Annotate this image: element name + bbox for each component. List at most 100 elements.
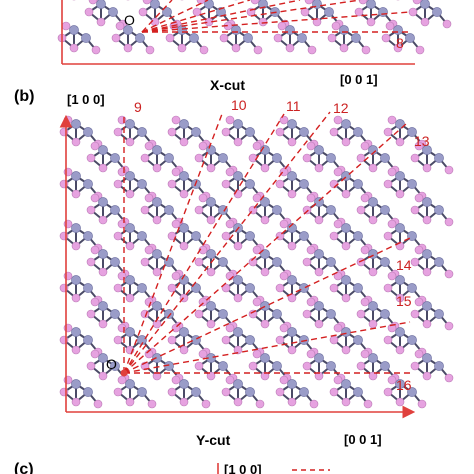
atom-small <box>125 137 135 147</box>
atom-small <box>113 231 123 241</box>
atom-small <box>71 397 81 407</box>
atom-large <box>233 119 243 129</box>
atom-small <box>273 33 283 43</box>
atom-small <box>383 387 393 397</box>
atom-small <box>61 21 71 31</box>
atom-small <box>333 219 343 229</box>
atom-small <box>252 297 262 307</box>
atom-small <box>117 219 127 229</box>
atom-large <box>287 223 297 233</box>
direction-line <box>123 123 407 374</box>
atom-large <box>98 249 108 259</box>
atom-large <box>272 257 282 267</box>
atom-small <box>140 153 150 163</box>
lattice-cell <box>248 193 292 227</box>
atom-large <box>378 7 388 17</box>
atom-large <box>71 171 81 181</box>
atom-small <box>329 127 339 137</box>
panel-c-axis-up: [1 0 0] <box>224 462 262 474</box>
atom-large <box>260 353 270 363</box>
lattice-cell <box>356 141 400 175</box>
atom-small <box>306 297 316 307</box>
atom-large <box>233 171 243 181</box>
atom-large <box>380 205 390 215</box>
atom-small <box>233 241 243 251</box>
atom-large <box>407 387 417 397</box>
atom-small <box>198 245 208 255</box>
atom-small <box>383 127 393 137</box>
atom-large <box>405 33 415 43</box>
atom-large <box>179 379 189 389</box>
atom-large <box>299 127 309 137</box>
lattice-cell <box>381 21 425 55</box>
direction-line <box>123 111 331 374</box>
atom-large <box>434 153 444 163</box>
atom-small <box>285 43 295 53</box>
atom-large <box>83 387 93 397</box>
atom-small <box>86 361 96 371</box>
atom-small <box>368 371 378 381</box>
atom-large <box>314 301 324 311</box>
atom-small <box>363 399 373 409</box>
atom-large <box>206 301 216 311</box>
atom-large <box>71 119 81 129</box>
atom-large <box>83 283 93 293</box>
atom-large <box>125 119 135 129</box>
atom-large <box>432 7 442 17</box>
direction-line <box>123 237 411 374</box>
atom-small <box>144 193 154 203</box>
atom-small <box>331 21 341 31</box>
atom-large <box>272 361 282 371</box>
atom-small <box>84 7 94 17</box>
atom-small <box>231 43 241 53</box>
lattice-cell <box>248 245 292 279</box>
atom-large <box>125 327 135 337</box>
atom-small <box>387 219 397 229</box>
atom-small <box>179 345 189 355</box>
panel-a-direction-lines <box>141 0 411 33</box>
direction-label: 13 <box>414 133 430 149</box>
atom-small <box>410 309 420 319</box>
atom-large <box>434 205 444 215</box>
atom-small <box>152 215 162 225</box>
atom-small <box>368 215 378 225</box>
atom-small <box>117 323 127 333</box>
atom-small <box>252 141 262 151</box>
atom-small <box>410 257 420 267</box>
atom-large <box>407 179 417 189</box>
atom-small <box>140 257 150 267</box>
atom-small <box>360 245 370 255</box>
atom-small <box>179 189 189 199</box>
atom-small <box>90 193 100 203</box>
atom-large <box>152 353 162 363</box>
atom-large <box>179 223 189 233</box>
atom-small <box>314 163 324 173</box>
atom-large <box>353 127 363 137</box>
atom-small <box>383 283 393 293</box>
atom-small <box>117 115 127 125</box>
atom-small <box>414 349 424 359</box>
atom-small <box>422 215 432 225</box>
atom-small <box>194 361 204 371</box>
atom-small <box>341 293 351 303</box>
panel-b-axes <box>59 114 416 419</box>
atom-small <box>260 371 270 381</box>
lattice-cell <box>221 219 265 253</box>
atom-large <box>98 353 108 363</box>
atom-small <box>71 241 81 251</box>
atom-small <box>260 215 270 225</box>
atom-small <box>422 319 432 329</box>
atom-large <box>368 197 378 207</box>
atom-small <box>302 361 312 371</box>
panel-b-origin-point <box>120 369 128 377</box>
lattice-cell <box>246 0 290 29</box>
atom-large <box>299 231 309 241</box>
atom-large <box>137 283 147 293</box>
atom-large <box>297 33 307 43</box>
atom-small <box>198 141 208 151</box>
atom-small <box>113 387 123 397</box>
atom-small <box>90 349 100 359</box>
atom-small <box>117 271 127 281</box>
atom-large <box>287 275 297 285</box>
